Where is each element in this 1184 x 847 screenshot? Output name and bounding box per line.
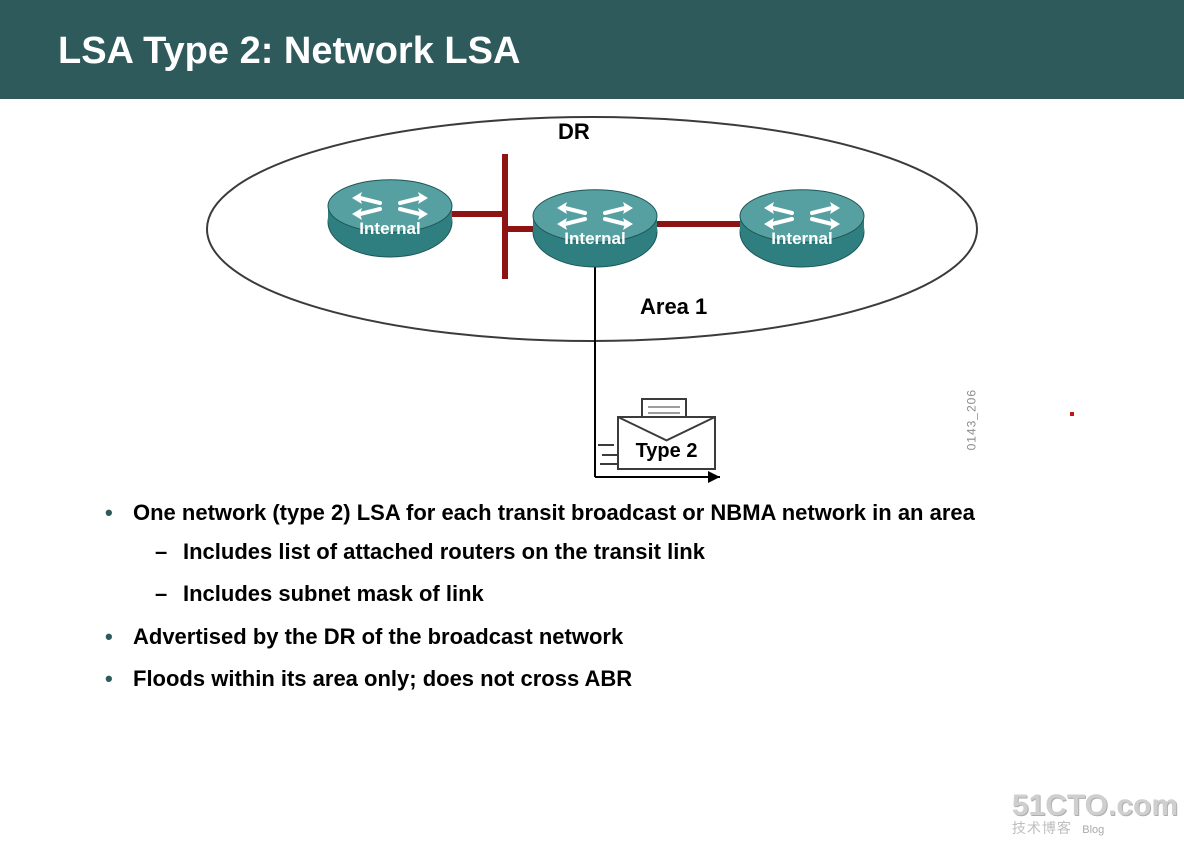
bullet-text: Advertised by the DR of the broadcast ne… — [133, 624, 623, 649]
router-icon: Internal — [740, 190, 864, 267]
watermark-sub: 技术博客 — [1012, 820, 1072, 836]
watermark: 51CTO.com 技术博客 Blog — [1012, 791, 1178, 837]
router-label: Internal — [771, 229, 832, 248]
envelope-label: Type 2 — [636, 440, 698, 462]
network-diagram: Type 2 DR Area 1 Internal Internal Internal 0… — [0, 99, 1184, 499]
bullet-text: Floods within its area only; does not cr… — [133, 666, 632, 691]
sub-bullet-item: Includes subnet mask of link — [133, 580, 1124, 609]
diagram-label: Area 1 — [640, 294, 707, 319]
lsa-arrowhead-icon — [708, 471, 720, 483]
diagram-label: DR — [558, 119, 590, 144]
page-title: LSA Type 2: Network LSA — [58, 30, 1126, 73]
router-label: Internal — [564, 229, 625, 248]
router-label: Internal — [359, 219, 420, 238]
diagram-svg: Type 2 DR Area 1 Internal Internal Internal — [0, 99, 1184, 499]
watermark-blog: Blog — [1082, 824, 1104, 836]
bullet-item: Advertised by the DR of the broadcast ne… — [105, 623, 1124, 652]
diagram-code-label: 0143_206 — [964, 389, 978, 450]
bullet-item: One network (type 2) LSA for each transi… — [105, 499, 1124, 609]
watermark-main: 51CTO.com — [1012, 791, 1178, 821]
title-bar: LSA Type 2: Network LSA — [0, 0, 1184, 99]
red-dot — [1070, 412, 1074, 416]
bullet-list: One network (type 2) LSA for each transi… — [0, 499, 1184, 694]
bullet-text: One network (type 2) LSA for each transi… — [133, 500, 975, 525]
router-icon: Internal — [533, 190, 657, 267]
bullet-item: Floods within its area only; does not cr… — [105, 665, 1124, 694]
sub-bullet-item: Includes list of attached routers on the… — [133, 538, 1124, 567]
router-icon: Internal — [328, 180, 452, 257]
